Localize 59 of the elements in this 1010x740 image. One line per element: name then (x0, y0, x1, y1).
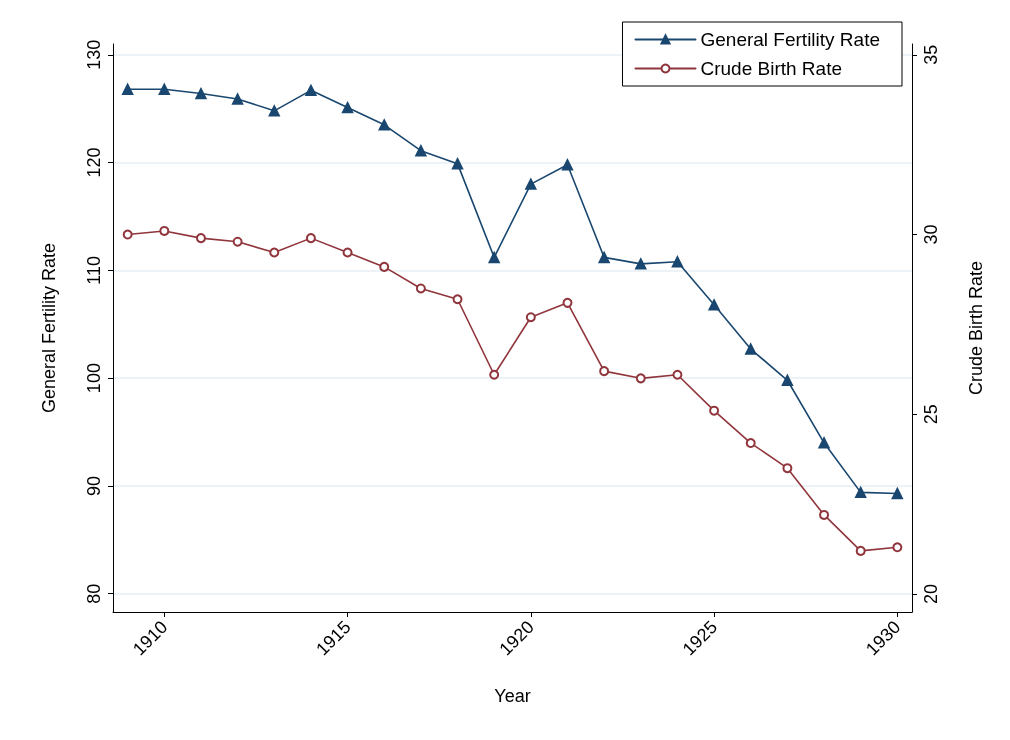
point (269, 247, 280, 258)
point (158, 83, 171, 96)
y-tick-label: 80 (84, 583, 104, 604)
point (782, 463, 793, 474)
point (635, 258, 647, 270)
point (635, 373, 646, 384)
y2-tick-label: 35 (921, 44, 941, 65)
point (231, 93, 244, 105)
point (305, 233, 316, 244)
point (599, 366, 610, 377)
point (195, 233, 206, 244)
point (415, 283, 426, 294)
point (342, 247, 353, 258)
x-axis-title: Year (494, 686, 531, 706)
point (341, 101, 354, 114)
point (232, 236, 243, 247)
y-axis-title: General Fertility Rate (39, 242, 59, 414)
point (819, 509, 830, 520)
point (745, 438, 756, 449)
point (489, 369, 500, 380)
point (562, 297, 573, 308)
y-tick-label: 100 (84, 363, 104, 394)
point (891, 487, 904, 500)
point (708, 299, 720, 311)
legend-label: General Fertility Rate (700, 29, 881, 50)
point (672, 369, 683, 380)
point (378, 119, 390, 131)
y2-tick-label: 25 (921, 404, 941, 425)
point (744, 343, 757, 355)
point (195, 87, 207, 100)
point (121, 83, 134, 96)
y-tick-label: 120 (84, 147, 104, 178)
point (268, 105, 281, 117)
y2-tick-label: 30 (921, 224, 941, 245)
point (781, 374, 794, 387)
y2-tick-label: 20 (921, 584, 941, 605)
point (561, 158, 574, 171)
point (818, 437, 830, 449)
point (525, 312, 536, 323)
point (525, 178, 537, 190)
legend-label: Crude Birth Rate (700, 58, 843, 79)
point (671, 255, 684, 268)
y2-axis-title: Crude Birth Rate (966, 260, 986, 396)
point (855, 545, 866, 556)
point (379, 261, 390, 272)
point (709, 405, 720, 416)
point (415, 144, 427, 157)
point (892, 542, 903, 553)
point (854, 486, 867, 499)
y-tick-label: 110 (84, 255, 104, 285)
point (305, 84, 317, 97)
point (488, 251, 500, 264)
point (452, 294, 463, 305)
point (122, 229, 133, 240)
point (451, 157, 464, 170)
y-tick-label: 90 (84, 475, 104, 496)
point (598, 251, 610, 264)
y-tick-label: 130 (84, 39, 104, 70)
point (159, 225, 170, 236)
